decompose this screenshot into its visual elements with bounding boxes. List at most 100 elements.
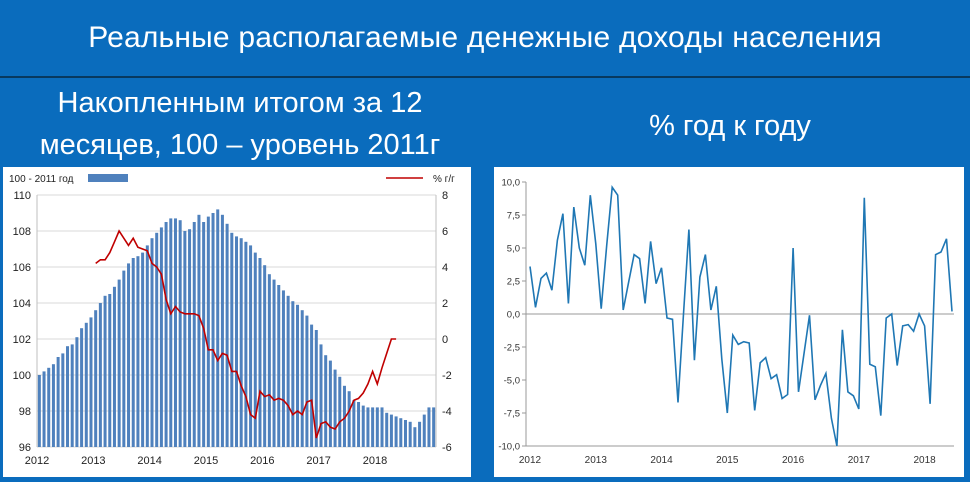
income-bar [183, 231, 187, 447]
income-bar [380, 407, 384, 447]
y-tick-label: 0,0 [507, 310, 520, 321]
left-y-tick-label: 108 [13, 226, 31, 238]
income-bar [56, 357, 60, 447]
income-bar [324, 355, 328, 447]
left-chart-subtitle: Накопленным итогом за 12 месяцев, 100 – … [0, 82, 480, 166]
income-bar [206, 216, 210, 447]
left-y-tick-label: 102 [13, 334, 31, 346]
income-bar [347, 391, 351, 447]
left-y-tick-label: 96 [19, 442, 31, 454]
x-tick-label: 2012 [519, 455, 542, 466]
x-tick-label: 2016 [250, 455, 274, 467]
income-bar [333, 369, 337, 447]
income-bar [296, 304, 300, 447]
y-tick-label: -7,5 [504, 409, 520, 420]
income-bar [328, 360, 332, 447]
left-y-tick-label: 110 [13, 190, 31, 202]
income-bar [230, 232, 234, 447]
income-bar [291, 301, 295, 447]
income-bar [263, 265, 267, 447]
income-bar [117, 279, 121, 447]
x-tick-label: 2013 [585, 455, 608, 466]
yoy-income-chart-panel: 10,0 7,5 5,0 2,5 0,0 -2,5 -5,0 -7,5 -10,0 2012 201… [494, 167, 964, 477]
right-y-tick-label: 4 [442, 262, 448, 274]
cumulative-income-chart: 96 -6 98 -4 100 -2 102 0 104 2 106 4 108 6 110 8 2012 201… [9, 174, 455, 467]
income-bar [112, 286, 116, 447]
x-tick-label: 2015 [716, 455, 739, 466]
income-bar [366, 407, 370, 447]
income-bar [94, 310, 98, 447]
left-y-tick-label: 100 [13, 370, 31, 382]
y-tick-label: 2,5 [507, 277, 520, 288]
income-bar [234, 236, 239, 447]
income-bar [131, 258, 135, 447]
income-bar [188, 229, 192, 447]
right-y-tick-label: 0 [442, 334, 448, 346]
income-bar [225, 223, 229, 447]
income-bar [432, 407, 436, 447]
income-bar [159, 227, 163, 447]
income-bar [150, 238, 154, 447]
income-bar [173, 218, 177, 447]
income-bar [352, 400, 356, 447]
income-bar [300, 310, 304, 447]
right-y-tick-label: 2 [442, 298, 448, 310]
income-bar [178, 220, 182, 447]
legend-bar-label: 100 - 2011 год [9, 174, 74, 185]
income-bar [169, 218, 173, 447]
income-bar [75, 337, 79, 447]
income-bar [286, 295, 290, 447]
x-tick-label: 2013 [81, 455, 105, 467]
right-y-tick-label: -2 [442, 370, 452, 382]
y-tick-label: -2,5 [504, 343, 520, 354]
income-bar [239, 238, 243, 447]
income-bar [357, 402, 361, 447]
income-bar [202, 222, 206, 447]
income-bar [145, 245, 149, 447]
cumulative-income-chart-panel: 96 -6 98 -4 100 -2 102 0 104 2 106 4 108 6 110 8 2012 201… [3, 167, 471, 477]
income-bar [267, 274, 271, 447]
income-bar [418, 421, 422, 447]
right-chart-subtitle: % год к году [649, 110, 811, 142]
x-tick-label: 2014 [650, 455, 673, 466]
page-title: Реальные располагаемые денежные доходы н… [0, 0, 970, 78]
yoy-income-chart: 10,0 7,5 5,0 2,5 0,0 -2,5 -5,0 -7,5 -10,0 2012 201… [498, 178, 954, 466]
y-tick-label: -10,0 [498, 442, 520, 453]
income-bar [258, 258, 262, 447]
right-y-tick-label: 6 [442, 226, 448, 238]
income-bar [249, 245, 253, 447]
y-tick-label: 5,0 [507, 244, 520, 255]
income-bar [244, 241, 248, 447]
x-tick-label: 2017 [848, 455, 871, 466]
income-bar [314, 330, 318, 447]
income-bar [375, 407, 379, 447]
x-tick-label: 2018 [363, 455, 387, 467]
income-bar [70, 344, 74, 447]
left-y-tick-label: 104 [13, 298, 31, 310]
left-subtitle-line-1: Накопленным итогом за 12 [57, 87, 423, 119]
income-bar [389, 414, 393, 447]
income-bar [103, 295, 107, 447]
x-tick-label: 2014 [137, 455, 161, 467]
income-bar [253, 252, 257, 447]
income-bar [403, 420, 407, 447]
x-tick-label: 2016 [782, 455, 805, 466]
income-bar [197, 214, 201, 447]
yoy-blue-line [529, 185, 953, 447]
income-bar [408, 421, 412, 447]
income-bar [47, 367, 51, 447]
legend-line-label: % г/г [433, 174, 455, 185]
income-bar [371, 407, 375, 447]
income-bar [216, 209, 220, 447]
income-bar [399, 418, 403, 447]
income-bar [427, 407, 431, 447]
income-bar [277, 285, 281, 447]
income-bar [122, 270, 126, 447]
income-bar [42, 371, 46, 447]
income-bar [80, 328, 84, 447]
left-y-tick-label: 98 [19, 406, 31, 418]
income-bar [66, 346, 70, 447]
x-tick-label: 2018 [913, 455, 936, 466]
income-bar [136, 256, 140, 447]
income-bar [413, 427, 417, 447]
